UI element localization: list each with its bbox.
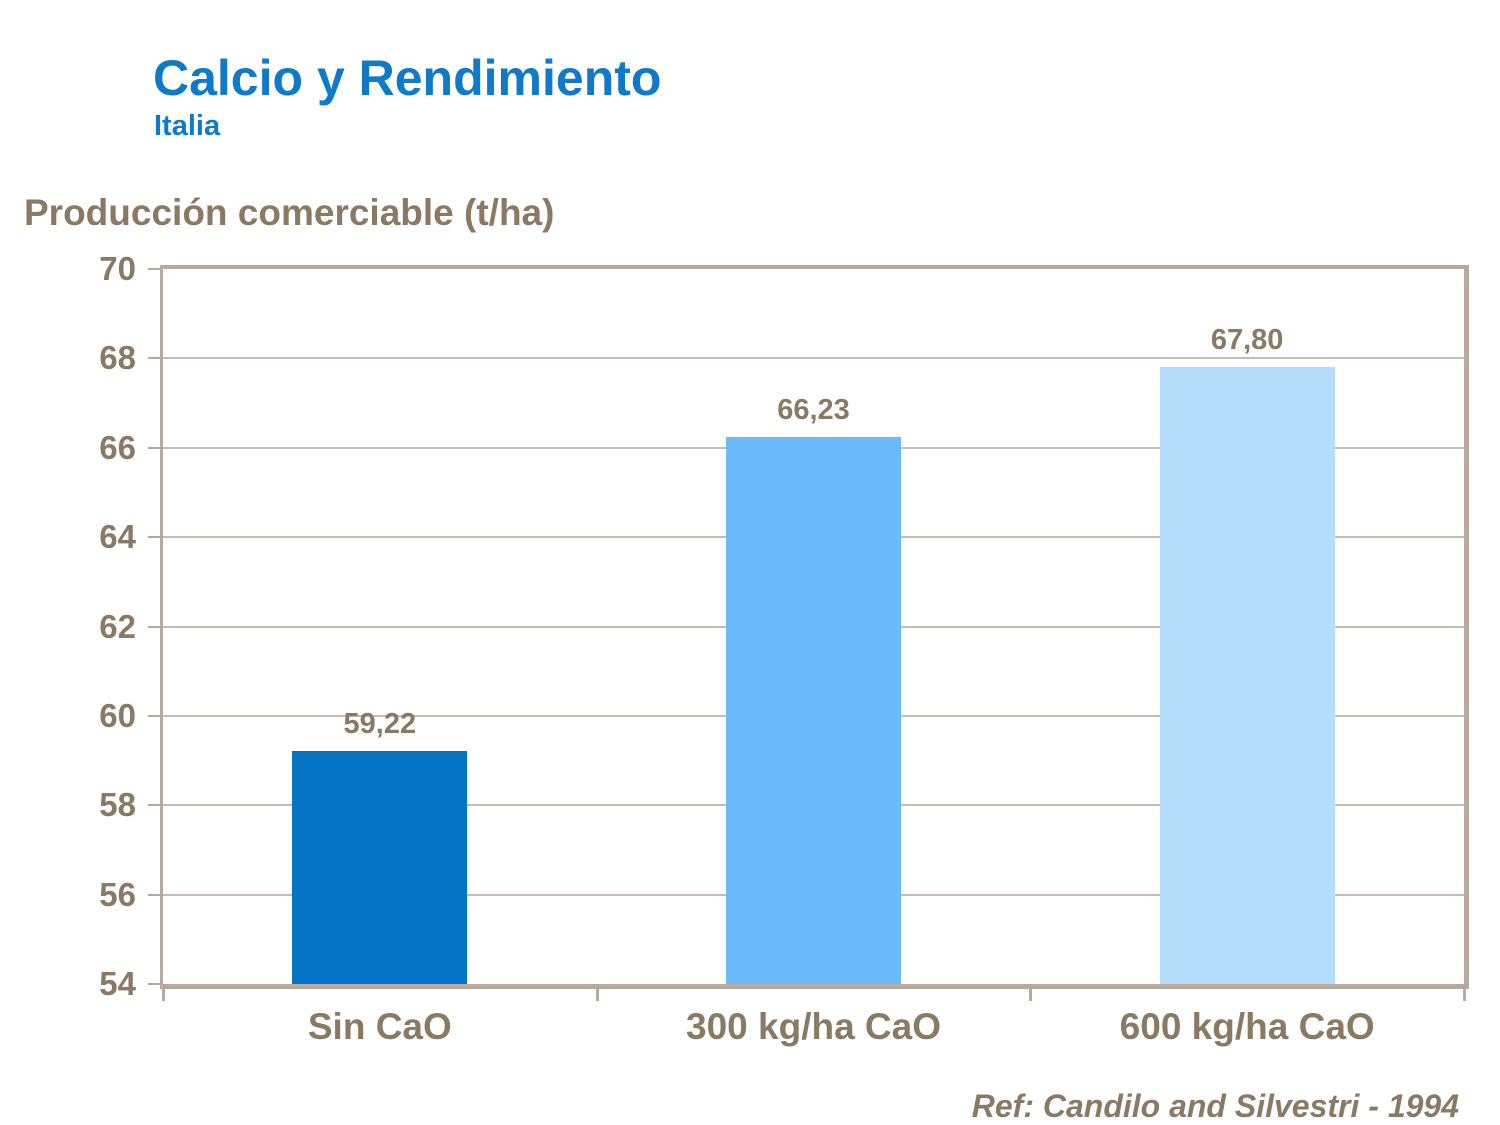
x-tick-mark [595, 989, 599, 1001]
y-tick-label: 60 [99, 696, 136, 734]
x-tick-mark [162, 989, 165, 1001]
y-axis-title: Producción comerciable (t/ha) [24, 192, 555, 233]
x-category-label: 300 kg/ha CaO [686, 1006, 942, 1047]
y-tick-mark [148, 714, 160, 717]
y-tick-mark [148, 536, 160, 539]
y-axis-tick-labels: 54 56 58 60 62 64 66 68 70 [0, 251, 136, 1002]
bar-value-label: 67,80 [1210, 324, 1284, 357]
x-category-label: 600 kg/ha CaO [1119, 1006, 1375, 1047]
plot-area: 59,22 66,23 67,80 [148, 265, 1469, 1001]
bar [726, 437, 901, 984]
y-tick-label: 70 [99, 250, 136, 287]
bar-value-label: 66,23 [777, 394, 850, 427]
bar-value-label: 59,22 [343, 707, 417, 740]
reference-text: Ref: Candilo and Silvestri - 1994 [971, 1088, 1459, 1124]
y-tick-label: 68 [99, 339, 136, 377]
y-tick-label: 64 [99, 518, 136, 556]
x-category-label: Sin CaO [307, 1006, 452, 1047]
y-tick-mark [148, 983, 160, 985]
y-tick-mark [148, 446, 160, 449]
y-tick-mark [148, 357, 160, 360]
y-tick-mark [148, 804, 160, 807]
y-tick-label: 54 [99, 965, 136, 1002]
x-axis-category-labels: Sin CaO 300 kg/ha CaO 600 kg/ha CaO [163, 1006, 1464, 1048]
slide-header: Calcio y Rendimiento Italia [153, 52, 661, 143]
x-tick-mark [1029, 989, 1033, 1001]
y-tick-label: 62 [99, 607, 136, 645]
y-tick-mark [148, 893, 160, 896]
y-tick-mark [148, 625, 160, 628]
y-tick-label: 58 [99, 786, 136, 824]
y-tick-label: 56 [99, 875, 136, 913]
x-tick-mark [1463, 989, 1466, 1001]
y-tick-label: 66 [99, 428, 136, 466]
page-title: Calcio y Rendimiento [153, 50, 662, 106]
gridline [163, 357, 1464, 360]
page-subtitle: Italia [154, 109, 221, 142]
y-tick-mark [148, 268, 160, 270]
bar [292, 750, 468, 984]
bar [1159, 367, 1335, 984]
